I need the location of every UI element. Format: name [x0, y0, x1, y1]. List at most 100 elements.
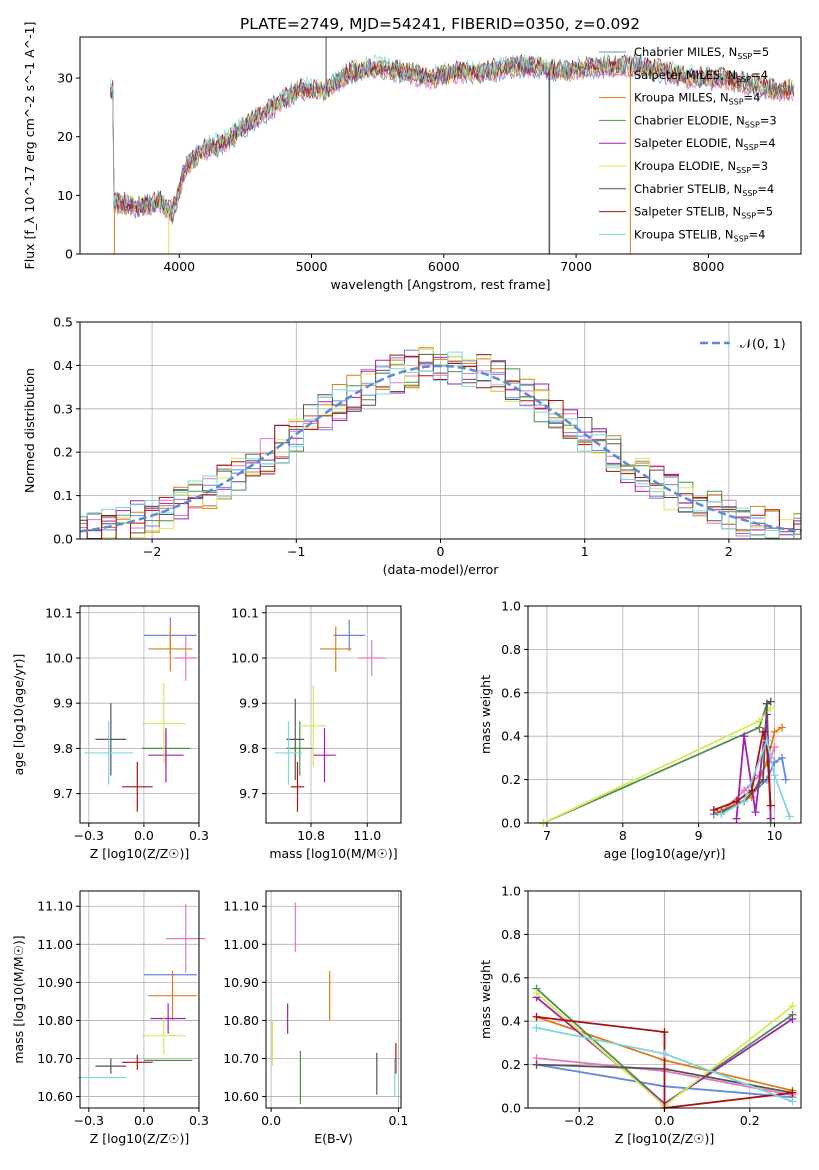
legend-subscript: SSP: [745, 120, 760, 129]
legend-subscript: SSP: [729, 98, 744, 107]
x-axis-label: Z [log10(Z/Z☉)]: [90, 846, 190, 861]
y-tick-label: 0.2: [53, 445, 73, 460]
y-tick-label: 10.1: [231, 605, 259, 620]
legend-subscript: SSP: [737, 52, 752, 61]
legend-entry: Chabrier ELODIE, NSSP=3: [634, 113, 777, 129]
y-tick-label: 30: [57, 71, 73, 86]
x-tick-label: 0.0: [261, 1113, 281, 1128]
x-tick-label: −0.3: [74, 828, 104, 843]
y-tick-label: 9.8: [239, 741, 259, 756]
legend-subscript: SSP: [744, 143, 759, 152]
histogram-step: [80, 354, 801, 540]
x-tick-label: 0.3: [189, 828, 209, 843]
weight-marker: [770, 727, 779, 736]
legend-value: =3: [751, 159, 768, 173]
legend-subscript: SSP: [741, 212, 756, 221]
y-tick-label: 0.5: [53, 315, 73, 330]
plot-area: [77, 904, 206, 1079]
y-tick-label: 10.90: [37, 975, 73, 990]
y-tick-label: 9.8: [53, 741, 73, 756]
legend-text: Kroupa MILES, N: [634, 91, 729, 105]
y-tick-label: 10.0: [231, 650, 259, 665]
histogram-step: [80, 351, 801, 540]
legend-text: Chabrier STELIB, N: [634, 182, 742, 196]
normal-curve: [79, 364, 802, 533]
x-tick-label: −0.3: [74, 1113, 104, 1128]
weight-marker: [532, 988, 541, 997]
legend-subscript: SSP: [736, 75, 751, 84]
y-tick-label: 0.6: [501, 685, 521, 700]
x-tick-label: 8000: [692, 259, 724, 274]
legend-subscript: SSP: [736, 166, 751, 175]
histogram-step: [80, 347, 801, 540]
x-tick-label: −2: [143, 544, 161, 559]
plot-area: [275, 619, 386, 812]
legend-text: Kroupa ELODIE, N: [634, 159, 736, 173]
x-tick-label: 0.0: [134, 1113, 154, 1128]
legend-text: Kroupa STELIB, N: [634, 227, 734, 241]
y-tick-label: 0.6: [501, 970, 521, 985]
legend: 𝒩(0, 1): [700, 336, 786, 351]
plot-area: [84, 617, 197, 812]
legend-entry: Salpeter STELIB, NSSP=5: [634, 205, 773, 221]
axes-border: [265, 605, 402, 824]
legend-entry: Chabrier STELIB, NSSP=4: [634, 182, 774, 198]
y-axis-label: Flux [f_λ 10^-17 erg cm^-2 s^-1 A^-1]: [22, 22, 37, 270]
weight-marker: [788, 1002, 797, 1011]
y-tick-label: 0.8: [501, 927, 521, 942]
legend-text: Salpeter ELODIE, N: [634, 136, 744, 150]
axes-frame: −0.3 0.0 0.3 9.7 9.8 9.9 10.0 10.1 Z [log10(Z/Z☉…: [11, 605, 209, 861]
y-tick-label: 0: [65, 247, 73, 262]
y-axis-label: mass weight: [478, 960, 493, 1039]
weight-marker: [740, 797, 749, 806]
weight-marker: [762, 736, 771, 745]
y-tick-label: 0.4: [501, 729, 521, 744]
legend-entry: Salpeter ELODIE, NSSP=4: [634, 136, 776, 152]
y-tick-label: 0.4: [53, 358, 73, 373]
y-tick-label: 10.90: [223, 975, 259, 990]
axes-frame: −0.2 0.0 0.2 0.0 0.2 0.4 0.6 0.8 1.0 Z [log10(Z/Z…: [478, 884, 802, 1146]
legend-value: =4: [744, 91, 761, 105]
x-tick-label: 0.1: [389, 1113, 409, 1128]
y-tick-label: 0.0: [501, 816, 521, 831]
x-tick-label: −1: [287, 544, 305, 559]
x-axis-label: Z [log10(Z/Z☉)]: [615, 1131, 715, 1146]
axes-frame: 7 8 9 10 0.0 0.2 0.4 0.6 0.8 1.0 age [log10(age/yr…: [478, 599, 802, 861]
x-tick-label: −0.2: [564, 1113, 594, 1128]
y-tick-label: 9.7: [53, 786, 73, 801]
legend-value: =4: [757, 182, 774, 196]
spectrum-line: [110, 53, 795, 214]
x-tick-label: 10.8: [297, 828, 325, 843]
y-tick-label: 10.80: [223, 1013, 259, 1028]
y-tick-label: 0.1: [53, 488, 73, 503]
axes-mass_vs_Z: −0.3 0.0 0.3 10.60 10.70 10.80 10.90 11.00 11.10…: [11, 890, 209, 1146]
weight-marker: [759, 775, 768, 784]
weight-marker: [766, 814, 775, 823]
weight-marker: [785, 812, 794, 821]
x-tick-label: 5000: [296, 259, 328, 274]
weight-marker: [778, 753, 787, 762]
legend-value: =4: [759, 136, 776, 150]
legend-value: =4: [749, 227, 766, 241]
legend-value: =5: [752, 45, 769, 59]
x-tick-label: 0.0: [134, 828, 154, 843]
axes-weight_vs_age: 7 8 9 10 0.0 0.2 0.4 0.6 0.8 1.0 age [log10(age/yr…: [478, 599, 802, 861]
legend-subscript: SSP: [734, 234, 749, 243]
y-tick-label: 0.0: [53, 532, 73, 547]
x-tick-label: 8: [619, 828, 627, 843]
y-tick-label: 11.10: [223, 899, 259, 914]
y-tick-label: 0.4: [501, 1014, 521, 1029]
y-tick-label: 10.1: [45, 605, 73, 620]
legend-text: Salpeter STELIB, N: [634, 205, 741, 219]
weight-marker: [660, 1049, 669, 1058]
weight-marker: [788, 1097, 797, 1106]
x-axis-label: wavelength [Angstrom, rest frame]: [330, 277, 550, 292]
axes-residuals: −2 −1 0 1 2 0.0 0.1 0.2 0.3 0.4 0.5 (data-model)/er…: [22, 315, 802, 577]
plot-area: [271, 902, 397, 1105]
x-tick-label: 0: [437, 544, 445, 559]
y-tick-label: 10.60: [37, 1089, 73, 1104]
legend-entry: 𝒩(0, 1): [740, 336, 786, 351]
